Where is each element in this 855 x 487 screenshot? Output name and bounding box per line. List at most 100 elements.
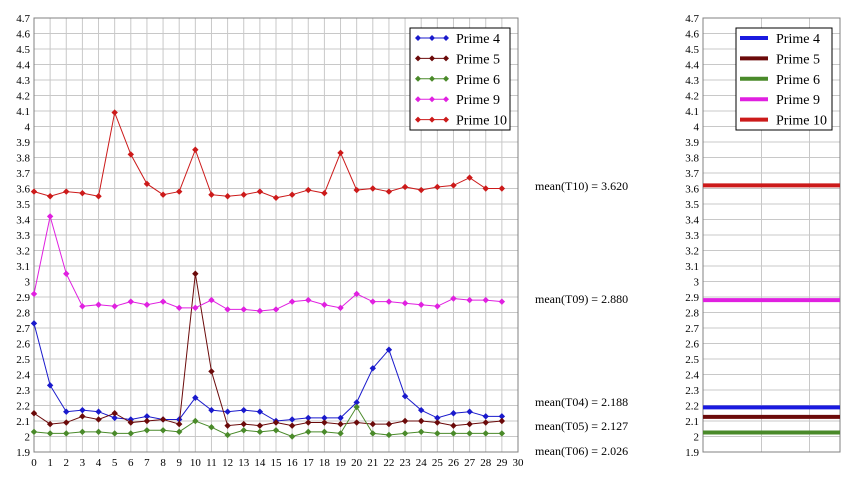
legend-swatch-marker (443, 55, 449, 62)
plot-frame (702, 17, 841, 453)
data-point (46, 193, 54, 200)
data-point (450, 422, 457, 429)
y-tick-label: 2.4 (685, 370, 699, 382)
data-point (434, 183, 441, 191)
x-tick-label: 19 (335, 457, 347, 469)
data-point (353, 403, 360, 411)
y-tick-label: 4.6 (685, 29, 699, 41)
y-tick-label: 3.4 (685, 215, 699, 227)
data-point (127, 151, 134, 158)
x-tick-label: 13 (238, 457, 250, 469)
data-point (159, 298, 167, 305)
data-point (337, 304, 344, 312)
data-point (143, 301, 151, 308)
main-series (30, 109, 506, 440)
data-point (176, 304, 183, 312)
y-tick-label: 4.2 (685, 91, 699, 103)
y-tick-label: 2 (694, 432, 700, 444)
data-point (127, 298, 134, 305)
legend-swatch-marker (415, 75, 421, 82)
data-point (369, 430, 376, 437)
data-point (111, 430, 118, 437)
data-point (498, 185, 506, 192)
data-point (321, 428, 328, 436)
y-tick-label: 2.1 (685, 416, 699, 428)
data-point (208, 368, 215, 375)
legend-label: Prime 9 (776, 93, 820, 108)
y-tick-label: 4.5 (685, 44, 699, 56)
data-point (111, 303, 118, 310)
y-tick-label: 3.2 (685, 246, 699, 258)
data-point (127, 430, 134, 437)
data-point (321, 301, 328, 308)
data-point (46, 382, 54, 389)
y-tick-label: 3.6 (685, 184, 699, 196)
y-tick-label: 3.9 (16, 137, 30, 149)
data-point (466, 296, 473, 304)
legend-label: Prime 5 (456, 52, 500, 67)
data-point (434, 419, 441, 426)
data-point (208, 191, 215, 198)
y-tick-label: 3.3 (16, 230, 30, 242)
data-point (192, 304, 199, 312)
x-tick-label: 18 (319, 457, 331, 469)
data-point (385, 298, 393, 305)
data-point (305, 186, 312, 194)
x-tick-label: 23 (400, 457, 412, 469)
data-point (401, 393, 409, 400)
data-point (272, 427, 280, 434)
data-point (63, 419, 70, 426)
y-tick-label: 3.7 (685, 168, 699, 180)
data-point (498, 430, 506, 437)
data-point (272, 194, 280, 201)
mean-labels: mean(T10) = 3.620 mean(T09) = 2.880 mean(T… (535, 179, 628, 458)
data-point (30, 428, 38, 436)
legend-swatch-marker (443, 35, 449, 41)
y-tick-label: 3.5 (685, 199, 699, 211)
data-point (143, 180, 151, 188)
x-tick-label: 25 (432, 457, 444, 469)
y-tick-label: 2.6 (685, 339, 699, 351)
data-point (46, 213, 54, 220)
data-point (192, 417, 199, 425)
legend-swatch-marker (443, 116, 449, 123)
y-tick-label: 4.4 (16, 60, 30, 72)
legend-label: Prime 10 (456, 114, 507, 129)
data-point (450, 410, 457, 417)
data-point (450, 430, 457, 437)
data-point (30, 188, 38, 195)
data-point (337, 430, 344, 437)
data-point (30, 290, 38, 298)
legend-swatch-marker (443, 96, 449, 103)
x-tick-label: 17 (303, 457, 315, 469)
data-point (224, 306, 231, 313)
data-point (176, 420, 183, 428)
legend-label: Prime 10 (776, 114, 827, 129)
data-point (79, 428, 86, 436)
data-point (224, 431, 231, 439)
data-point (192, 394, 199, 401)
x-tick-label: 27 (464, 457, 476, 469)
data-point (95, 408, 102, 415)
x-tick-label: 20 (351, 457, 363, 469)
data-point (498, 417, 506, 425)
data-point (385, 188, 393, 195)
data-point (256, 408, 264, 415)
x-tick-label: 10 (190, 457, 202, 469)
data-point (450, 182, 457, 189)
data-point (272, 419, 280, 426)
y-tick-label: 2.7 (16, 323, 30, 335)
data-point (466, 430, 473, 437)
x-tick-label: 9 (176, 457, 182, 469)
data-point (401, 430, 409, 437)
data-point (434, 430, 441, 437)
data-point (95, 301, 102, 308)
y-tick-label: 2.5 (16, 354, 30, 366)
legend-swatch-marker (443, 75, 449, 82)
data-point (482, 430, 489, 437)
data-point (482, 419, 489, 426)
x-tick-label: 11 (206, 457, 217, 469)
mean-legend: Prime 4 Prime 5 Prime 6 Prime 9 Prime 10 (735, 27, 833, 131)
legend-label: Prime 6 (776, 73, 820, 88)
data-point (111, 410, 118, 417)
